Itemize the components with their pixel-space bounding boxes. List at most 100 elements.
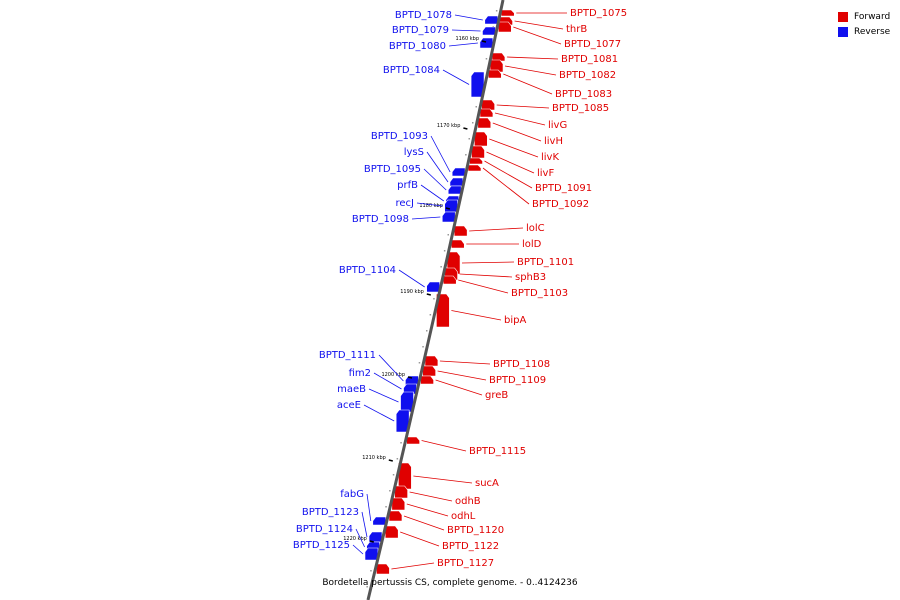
gene-label-BPTD_1127[interactable]: BPTD_1127: [437, 558, 494, 569]
gene-label-livG[interactable]: livG: [548, 120, 567, 131]
gene-label-BPTD_1091[interactable]: BPTD_1091: [535, 183, 592, 194]
gene-label-maeB[interactable]: maeB: [337, 384, 366, 395]
gene-feature-BPTD_1104[interactable]: [426, 281, 440, 293]
gene-label-BPTD_1075[interactable]: BPTD_1075: [570, 8, 627, 19]
gene-label-BPTD_1123[interactable]: BPTD_1123: [302, 507, 359, 518]
gene-feature-BPTD_1108[interactable]: [424, 355, 439, 367]
gene-feature-lolC[interactable]: [453, 225, 468, 237]
gene-label-BPTD_1104[interactable]: BPTD_1104: [339, 265, 396, 276]
gene-feature-BPTD_1122[interactable]: [384, 525, 399, 539]
gene-label-recJ[interactable]: recJ: [396, 198, 415, 209]
gene-label-BPTD_1080[interactable]: BPTD_1080: [389, 41, 446, 52]
tick-mark: [426, 293, 431, 296]
gene-label-prfB[interactable]: prfB: [397, 180, 418, 191]
gene-label-BPTD_1124[interactable]: BPTD_1124: [296, 524, 353, 535]
gene-label-sphB3[interactable]: sphB3: [515, 272, 546, 283]
gene-label-BPTD_1122[interactable]: BPTD_1122: [442, 541, 499, 552]
guide-dot: [392, 474, 395, 476]
gene-feature-BPTD_1075[interactable]: [500, 9, 515, 17]
gene-feature-lysS[interactable]: [449, 177, 464, 187]
gene-label-BPTD_1095[interactable]: BPTD_1095: [364, 164, 421, 175]
gene-label-bipA[interactable]: bipA: [504, 315, 526, 326]
gene-feature-BPTD_1078[interactable]: [484, 15, 499, 25]
gene-feature-BPTD_1091[interactable]: [469, 157, 483, 165]
gene-feature-BPTD_1095[interactable]: [447, 185, 462, 195]
gene-label-BPTD_1083[interactable]: BPTD_1083: [555, 89, 612, 100]
gene-feature-BPTD_1098[interactable]: [441, 211, 456, 223]
gene-label-BPTD_1093[interactable]: BPTD_1093: [371, 131, 428, 142]
gene-feature-BPTD_1115[interactable]: [406, 436, 420, 445]
gene-feature-odhB[interactable]: [394, 485, 408, 499]
gene-label-BPTD_1098[interactable]: BPTD_1098: [352, 214, 409, 225]
gene-feature-BPTD_1093[interactable]: [451, 167, 466, 177]
gene-feature-BPTD_1085[interactable]: [481, 99, 495, 111]
label-connector: [439, 360, 491, 365]
gene-label-thrB[interactable]: thrB: [566, 24, 587, 35]
gene-feature-BPTD_1123[interactable]: [368, 531, 383, 543]
gene-label-BPTD_1085[interactable]: BPTD_1085: [552, 103, 609, 114]
gene-feature-BPTD_1092[interactable]: [467, 164, 482, 172]
gene-label-BPTD_1078[interactable]: BPTD_1078: [395, 10, 452, 21]
legend-reverse-label: Reverse: [854, 26, 891, 37]
gene-label-odhL[interactable]: odhL: [451, 511, 476, 522]
gene-label-BPTD_1120[interactable]: BPTD_1120: [447, 525, 504, 536]
gene-label-BPTD_1125[interactable]: BPTD_1125: [293, 540, 350, 551]
gene-label-fabG[interactable]: fabG: [340, 489, 364, 500]
gene-label-livF[interactable]: livF: [537, 168, 554, 179]
gene-feature-BPTD_1080[interactable]: [479, 37, 494, 49]
gene-label-lolD[interactable]: lolD: [522, 239, 542, 250]
legend-reverse[interactable]: Reverse: [838, 24, 890, 39]
gene-feature-livK[interactable]: [474, 131, 488, 147]
gene-features: [364, 9, 515, 575]
gene-feature-greB[interactable]: [420, 375, 434, 385]
gene-label-livH[interactable]: livH: [544, 136, 563, 147]
gene-label-fim2[interactable]: fim2: [349, 368, 371, 379]
gene-label-BPTD_1108[interactable]: BPTD_1108: [493, 359, 550, 370]
gene-feature-BPTD_1079[interactable]: [482, 26, 496, 36]
gene-feature-BPTD_1127[interactable]: [376, 563, 390, 575]
gene-label-aceE[interactable]: aceE: [337, 400, 361, 411]
gene-feature-fabG[interactable]: [372, 516, 387, 526]
gene-label-odhB[interactable]: odhB: [455, 496, 481, 507]
gene-label-BPTD_1092[interactable]: BPTD_1092: [532, 199, 589, 210]
gene-label-sucA[interactable]: sucA: [475, 478, 499, 489]
gene-label-BPTD_1079[interactable]: BPTD_1079: [392, 25, 449, 36]
gene-label-lolC[interactable]: lolC: [526, 223, 545, 234]
gene-label-BPTD_1082[interactable]: BPTD_1082: [559, 70, 616, 81]
gene-feature-BPTD_1077[interactable]: [498, 21, 512, 33]
gene-label-BPTD_1077[interactable]: BPTD_1077: [564, 39, 621, 50]
label-connector: [458, 279, 509, 294]
label-connector: [442, 69, 470, 85]
guide-dot: [485, 58, 488, 60]
gene-feature-recJ[interactable]: [444, 199, 458, 213]
gene-label-BPTD_1103[interactable]: BPTD_1103: [511, 288, 568, 299]
gene-label-BPTD_1111[interactable]: BPTD_1111: [319, 350, 376, 361]
gene-feature-odhL[interactable]: [391, 497, 406, 511]
gene-feature-BPTD_1103[interactable]: [442, 275, 457, 285]
gene-label-BPTD_1101[interactable]: BPTD_1101: [517, 257, 574, 268]
legend-forward[interactable]: Forward: [838, 9, 890, 24]
gene-feature-BPTD_1083[interactable]: [488, 69, 502, 79]
gene-label-BPTD_1109[interactable]: BPTD_1109: [489, 375, 546, 386]
gene-feature-BPTD_1120[interactable]: [388, 510, 403, 522]
gene-labels: BPTD_1075 thrB BPTD_1077 BPTD_1078 BPTD_1079…: [293, 8, 627, 569]
gene-label-livK[interactable]: livK: [541, 152, 559, 163]
gene-label-lysS[interactable]: lysS: [404, 147, 424, 158]
gene-feature-bipA[interactable]: [436, 293, 450, 328]
gene-label-BPTD_1115[interactable]: BPTD_1115: [469, 446, 526, 457]
gene-feature-lolD[interactable]: [450, 239, 465, 249]
gene-feature-livH[interactable]: [477, 117, 492, 129]
gene-label-greB[interactable]: greB: [485, 390, 508, 401]
gene-feature-livF[interactable]: [471, 145, 485, 159]
gene-feature-sucA[interactable]: [398, 462, 412, 490]
label-connector: [366, 493, 372, 522]
tick-label: 1210 kbp: [362, 455, 386, 461]
gene-feature-BPTD_1081[interactable]: [491, 52, 506, 62]
label-connector: [503, 73, 553, 95]
gene-feature-BPTD_1109[interactable]: [422, 365, 436, 377]
gene-feature-BPTD_1125[interactable]: [364, 547, 379, 561]
gene-feature-livG[interactable]: [479, 108, 494, 118]
guide-dot: [465, 154, 467, 156]
gene-label-BPTD_1081[interactable]: BPTD_1081: [561, 54, 618, 65]
gene-label-BPTD_1084[interactable]: BPTD_1084: [383, 65, 440, 76]
